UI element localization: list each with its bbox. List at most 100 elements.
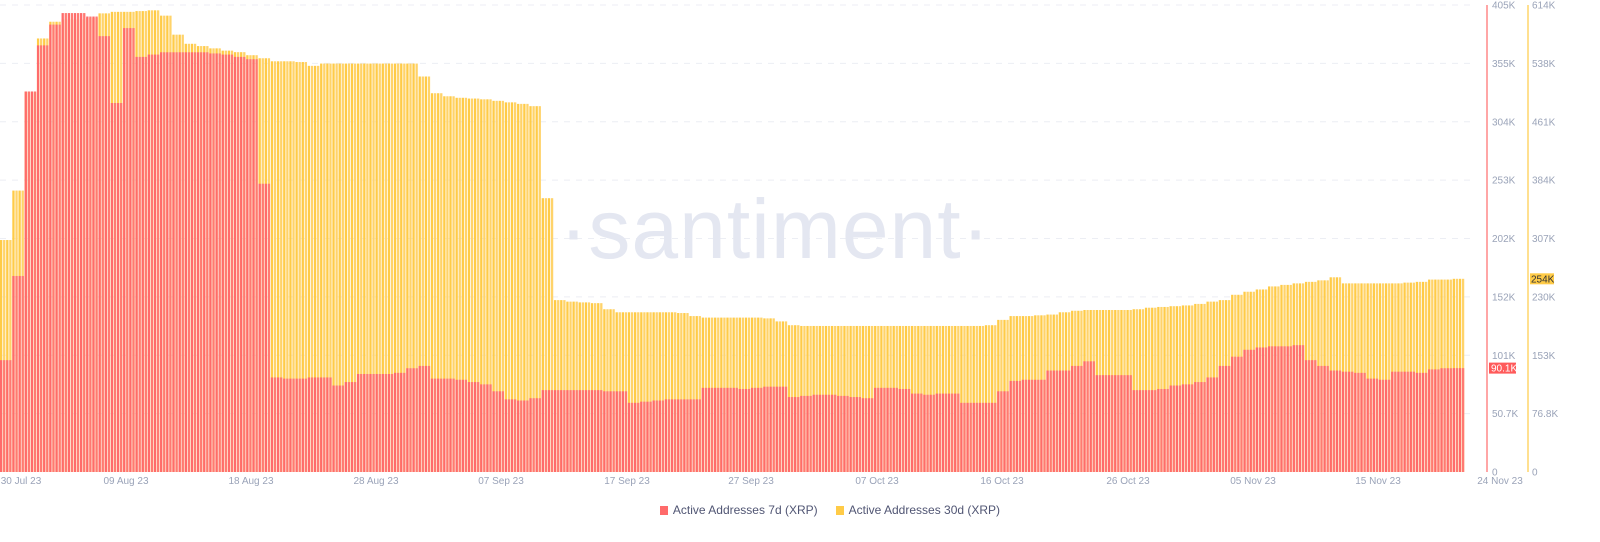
bar-30d [350, 63, 354, 472]
bar-7d [806, 395, 809, 472]
bar-7d [1197, 382, 1200, 472]
bar-7d [1000, 391, 1003, 472]
bar-7d [1400, 371, 1403, 472]
bar-7d [1446, 368, 1449, 472]
bar-7d [547, 390, 551, 472]
bar-7d [1409, 371, 1412, 472]
bar-7d [424, 365, 428, 472]
bar-7d [6, 360, 9, 472]
x-axis: 30 Jul 23 09 Aug 23 18 Aug 23 28 Aug 23 07 S… [1, 476, 1524, 487]
bar-7d [1381, 379, 1385, 472]
bar-7d [821, 394, 825, 472]
bar-30d [427, 76, 431, 472]
bar-30d [590, 303, 594, 472]
bar-7d [1080, 365, 1083, 472]
bar-7d [1378, 379, 1382, 472]
bar-7d [335, 385, 338, 472]
bar-7d [643, 401, 646, 472]
bar-7d [86, 16, 89, 473]
bar-7d [215, 53, 218, 473]
bar-7d [1354, 372, 1357, 472]
bar-7d [775, 386, 778, 472]
bar-7d [1268, 346, 1271, 472]
bar-7d [446, 378, 449, 472]
bar-7d [347, 382, 351, 472]
bar-7d [698, 399, 701, 472]
bar-30d [1378, 283, 1382, 472]
bar-7d [218, 53, 221, 473]
bar-7d [163, 52, 166, 472]
bar-7d [147, 54, 151, 473]
bar-7d [553, 390, 557, 472]
bar-7d [209, 53, 212, 473]
bar-7d [1363, 372, 1366, 472]
bar-7d [1323, 365, 1326, 472]
bar-30d [677, 313, 680, 472]
legend-item-7d[interactable]: Active Addresses 7d (XRP) [659, 503, 818, 517]
bar-7d [1018, 380, 1022, 472]
bar-30d [532, 106, 535, 472]
bar-7d [661, 400, 665, 472]
bar-7d [363, 373, 366, 472]
bar-7d [735, 387, 738, 472]
bar-7d [766, 386, 769, 472]
bar-30d [387, 63, 391, 472]
bar-7d [1449, 368, 1452, 472]
bar-7d [824, 394, 828, 472]
bar-7d [674, 399, 677, 472]
bar-7d [1375, 378, 1379, 472]
bar-7d [1274, 346, 1277, 472]
bar-30d [492, 100, 495, 473]
bar-7d [1252, 349, 1255, 472]
bar-7d [178, 52, 181, 472]
bar-7d [307, 377, 311, 472]
bar-30d [452, 96, 455, 472]
bar-7d [757, 387, 760, 472]
bar-30d [412, 63, 415, 472]
bar-7d [449, 378, 452, 472]
bar-7d [390, 373, 394, 472]
bar-7d [935, 393, 938, 472]
bar-7d [1329, 370, 1332, 472]
bar-30d [464, 97, 468, 472]
bar-30d [670, 312, 674, 472]
bar-30d [1369, 283, 1372, 472]
y-left-tick-label: 0 [1492, 468, 1498, 479]
bar-7d [320, 377, 323, 472]
bar-7d [535, 398, 538, 472]
bar-7d [1440, 368, 1443, 472]
bar-30d [1151, 307, 1154, 472]
x-tick-label: 27 Sep 23 [728, 476, 774, 487]
bar-30d [310, 65, 314, 472]
bar-7d [116, 103, 120, 473]
bar-30d [280, 61, 283, 472]
bar-30d [674, 312, 677, 472]
bar-7d [1046, 370, 1049, 472]
legend-item-30d[interactable]: Active Addresses 30d (XRP) [835, 503, 1000, 517]
bar-30d [347, 63, 351, 472]
bar-7d [221, 54, 224, 473]
bar-30d [510, 102, 514, 473]
bar-7d [914, 393, 917, 472]
bar-7d [120, 103, 123, 473]
bar-7d [95, 16, 98, 473]
bar-7d [917, 393, 920, 472]
bar-30d [501, 100, 504, 473]
bar-30d [409, 63, 412, 472]
bar-7d [452, 378, 455, 472]
bar-7d [760, 387, 763, 472]
bar-7d [575, 390, 578, 472]
bar-7d [778, 386, 781, 472]
bar-7d [1043, 379, 1046, 472]
bar-7d [1132, 390, 1135, 472]
bar-7d [1144, 390, 1148, 472]
bar-30d [535, 106, 538, 472]
bar-7d [76, 13, 80, 473]
bar-30d [433, 93, 437, 472]
bar-7d [1006, 391, 1009, 472]
bar-7d [667, 399, 671, 472]
x-tick-label: 16 Oct 23 [980, 476, 1024, 487]
bar-30d [637, 312, 640, 472]
bar-7d [1403, 371, 1406, 472]
bar-7d [461, 379, 464, 472]
